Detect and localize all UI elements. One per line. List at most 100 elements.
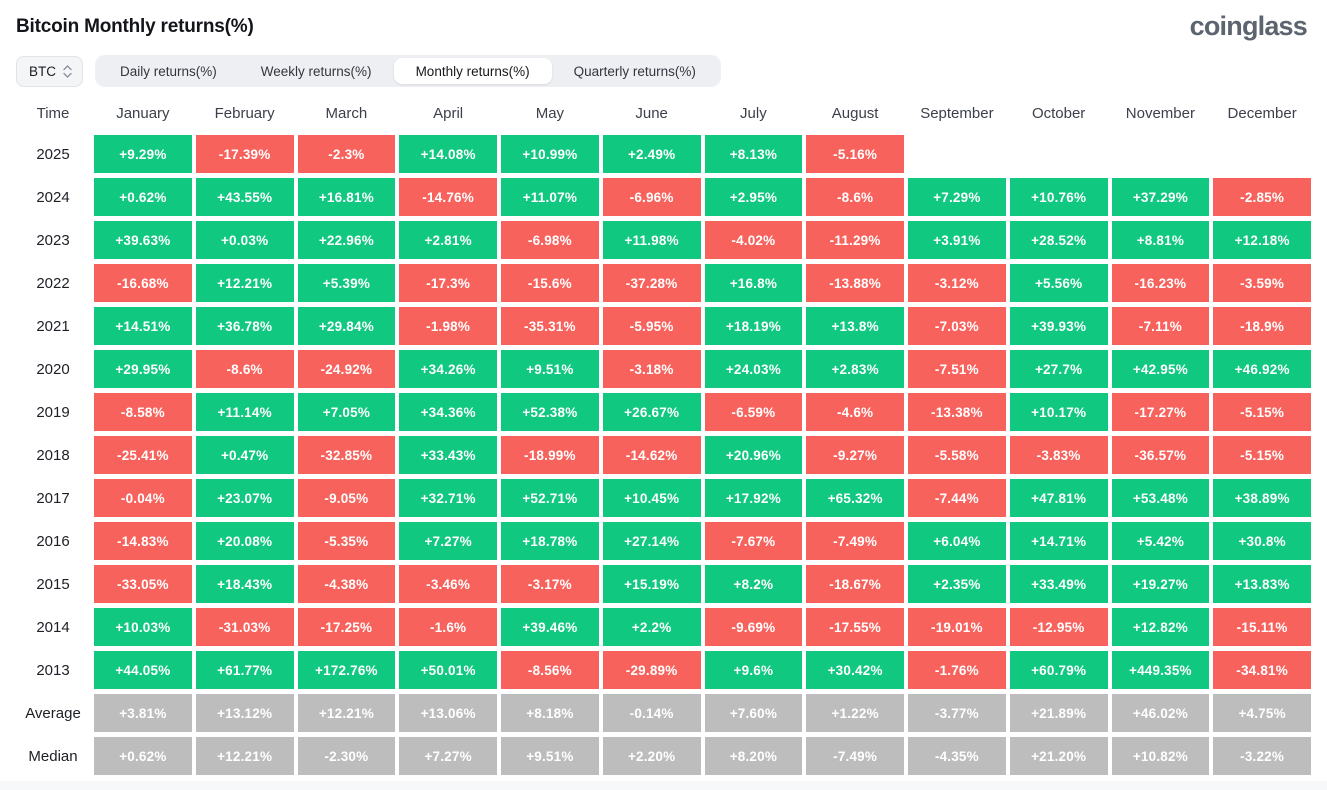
coinglass-logo: coinglass <box>1189 11 1308 41</box>
return-cell-2025-september <box>908 135 1006 173</box>
return-cell-2024-january: +0.62% <box>94 178 192 216</box>
return-cell-median-september: -4.35% <box>908 737 1006 775</box>
return-cell-2020-april: +34.26% <box>399 350 497 388</box>
return-cell-2017-february: +23.07% <box>195 479 294 517</box>
return-cell-2014-march: -17.25% <box>297 608 396 646</box>
return-cell-2014-november: +12.82% <box>1111 608 1210 646</box>
col-header-june: June <box>635 104 668 122</box>
return-cell-average-november: +46.02% <box>1111 694 1210 732</box>
return-cell-2023-july: -4.02% <box>704 221 803 259</box>
return-cell-average-march: +12.21% <box>297 694 396 732</box>
return-cell-2015-may: -3.17% <box>501 565 599 603</box>
return-cell-2017-june: +10.45% <box>602 479 701 517</box>
return-cell-2013-october: +60.79% <box>1009 651 1108 689</box>
return-cell-2024-september: +7.29% <box>908 178 1006 216</box>
col-header-january: January <box>116 104 170 122</box>
return-cell-2018-february: +0.47% <box>195 436 294 474</box>
row-label-2018: 2018 <box>36 446 70 464</box>
return-cell-2021-may: -35.31% <box>501 307 599 345</box>
return-cell-2013-february: +61.77% <box>195 651 294 689</box>
return-cell-2018-april: +33.43% <box>399 436 497 474</box>
return-cell-2013-july: +9.6% <box>704 651 803 689</box>
return-cell-2015-february: +18.43% <box>195 565 294 603</box>
return-cell-2023-june: +11.98% <box>602 221 701 259</box>
return-cell-2019-october: +10.17% <box>1009 393 1108 431</box>
return-cell-median-february: +12.21% <box>195 737 294 775</box>
return-cell-median-july: +8.20% <box>704 737 803 775</box>
return-cell-2020-may: +9.51% <box>501 350 599 388</box>
return-cell-2019-september: -13.38% <box>908 393 1006 431</box>
section-divider <box>0 781 1327 790</box>
return-cell-2022-june: -37.28% <box>602 264 701 302</box>
return-cell-average-october: +21.89% <box>1009 694 1108 732</box>
return-cell-average-may: +8.18% <box>501 694 599 732</box>
return-cell-2023-november: +8.81% <box>1111 221 1210 259</box>
return-cell-2016-august: -7.49% <box>806 522 904 560</box>
return-cell-average-february: +13.12% <box>195 694 294 732</box>
return-cell-2020-july: +24.03% <box>704 350 803 388</box>
col-header-october: October <box>1031 104 1086 122</box>
row-label-2014: 2014 <box>36 618 70 636</box>
return-cell-2016-june: +27.14% <box>602 522 701 560</box>
return-cell-median-august: -7.49% <box>806 737 904 775</box>
coin-selector[interactable]: BTC <box>16 55 83 87</box>
return-cell-2017-october: +47.81% <box>1009 479 1108 517</box>
tab-quarterly-returns[interactable]: Quarterly returns(%) <box>552 58 718 84</box>
return-cell-2015-july: +8.2% <box>704 565 803 603</box>
row-label-average: Average <box>25 704 81 722</box>
return-cell-2022-august: -13.88% <box>806 264 904 302</box>
return-cell-2022-march: +5.39% <box>297 264 396 302</box>
return-cell-2024-june: -6.96% <box>602 178 701 216</box>
return-cell-2024-april: -14.76% <box>399 178 497 216</box>
return-cell-2025-may: +10.99% <box>501 135 599 173</box>
return-cell-average-august: +1.22% <box>806 694 904 732</box>
returns-tab-group: Daily returns(%) Weekly returns(%) Monthly… <box>95 55 721 87</box>
return-cell-2025-january: +9.29% <box>94 135 192 173</box>
return-cell-2019-june: +26.67% <box>602 393 701 431</box>
col-header-march: March <box>325 104 368 122</box>
return-cell-2023-september: +3.91% <box>908 221 1006 259</box>
return-cell-2015-december: +13.83% <box>1213 565 1311 603</box>
return-cell-2020-october: +27.7% <box>1009 350 1108 388</box>
return-cell-2020-november: +42.95% <box>1111 350 1210 388</box>
return-cell-2015-september: +2.35% <box>908 565 1006 603</box>
col-header-time: Time <box>36 104 70 122</box>
return-cell-2018-june: -14.62% <box>602 436 701 474</box>
controls-row: BTC Daily returns(%) Weekly returns(%) Mon… <box>16 55 1311 87</box>
return-cell-2014-september: -19.01% <box>908 608 1006 646</box>
return-cell-2013-january: +44.05% <box>94 651 192 689</box>
return-cell-2021-august: +13.8% <box>806 307 904 345</box>
return-cell-2022-january: -16.68% <box>94 264 192 302</box>
row-label-2017: 2017 <box>36 489 70 507</box>
return-cell-2016-october: +14.71% <box>1009 522 1108 560</box>
return-cell-2017-november: +53.48% <box>1111 479 1210 517</box>
return-cell-2022-july: +16.8% <box>704 264 803 302</box>
tab-daily-returns[interactable]: Daily returns(%) <box>98 58 239 84</box>
return-cell-2013-march: +172.76% <box>297 651 396 689</box>
return-cell-2024-may: +11.07% <box>501 178 599 216</box>
return-cell-median-november: +10.82% <box>1111 737 1210 775</box>
topbar: Bitcoin Monthly returns(%) coinglass <box>16 0 1311 42</box>
return-cell-average-july: +7.60% <box>704 694 803 732</box>
coin-selector-label: BTC <box>29 63 56 79</box>
row-label-2024: 2024 <box>36 188 70 206</box>
return-cell-2019-november: -17.27% <box>1111 393 1210 431</box>
return-cell-2017-july: +17.92% <box>704 479 803 517</box>
return-cell-2025-december <box>1213 135 1311 173</box>
return-cell-2023-march: +22.96% <box>297 221 396 259</box>
returns-table: Time January February March April May June July… <box>16 96 1311 775</box>
return-cell-median-may: +9.51% <box>501 737 599 775</box>
return-cell-2014-april: -1.6% <box>399 608 497 646</box>
return-cell-2025-february: -17.39% <box>195 135 294 173</box>
return-cell-2015-november: +19.27% <box>1111 565 1210 603</box>
return-cell-2021-december: -18.9% <box>1213 307 1311 345</box>
return-cell-2023-august: -11.29% <box>806 221 904 259</box>
tab-weekly-returns[interactable]: Weekly returns(%) <box>239 58 394 84</box>
return-cell-2016-february: +20.08% <box>195 522 294 560</box>
return-cell-2013-april: +50.01% <box>399 651 497 689</box>
return-cell-2021-april: -1.98% <box>399 307 497 345</box>
tab-monthly-returns[interactable]: Monthly returns(%) <box>393 58 552 84</box>
return-cell-average-december: +4.75% <box>1213 694 1311 732</box>
return-cell-2020-january: +29.95% <box>94 350 192 388</box>
